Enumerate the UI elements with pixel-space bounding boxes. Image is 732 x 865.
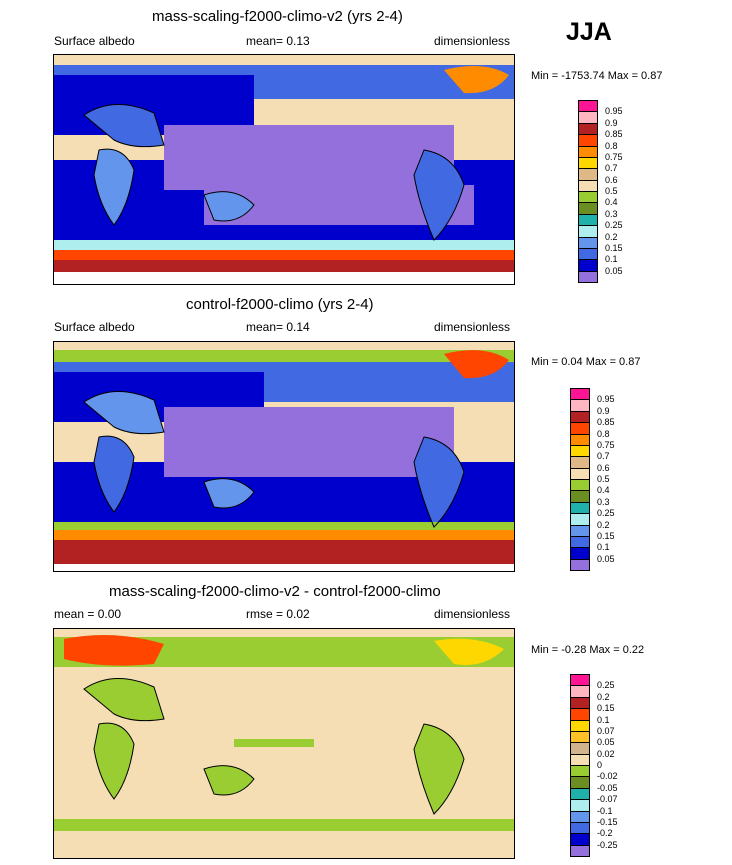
colorbar-level-label: 0.95 (605, 106, 623, 117)
colorbar-level-label: 0.2 (605, 231, 618, 242)
panel2-title: control-f2000-climo (yrs 2-4) (186, 296, 374, 313)
colorbar-level-label: 0.15 (605, 242, 623, 253)
colorbar-level-label: 0.4 (597, 485, 610, 496)
colorbar-level-label: 0.75 (605, 151, 623, 162)
colorbar-level-label: 0.6 (597, 462, 610, 473)
colorbar-level-label: 0.25 (605, 220, 623, 231)
colorbar-level-label: 0.05 (605, 265, 623, 276)
panel1-map (53, 54, 515, 285)
panel1-colorbar: 0.95 0.9 0.85 0.8 0.75 0.7 0.6 0.5 0.4 0.3 0.25 0.2… (578, 100, 698, 283)
colorbar-level-label: 0.6 (605, 174, 618, 185)
colorbar-level-label: 0.25 (597, 680, 615, 691)
colorbar-level-label: -0.15 (597, 816, 618, 827)
panel1-mean-label: mean= 0.13 (246, 34, 310, 48)
colorbar-level-label: 0.8 (597, 428, 610, 439)
colorbar-level-label: 0.4 (605, 197, 618, 208)
colorbar-level-label: 0.02 (597, 748, 615, 759)
panel2-map (53, 341, 515, 572)
colorbar-level-label: 0.25 (597, 508, 615, 519)
colorbar-level-label: -0.02 (597, 771, 618, 782)
colorbar-level-label: 0.75 (597, 439, 615, 450)
colorbar-level-label: 0.1 (597, 714, 610, 725)
colorbar-level-label: -0.1 (597, 805, 613, 816)
colorbar-level-label: 0.2 (597, 691, 610, 702)
panel3-minmax: Min = -0.28 Max = 0.22 (531, 644, 645, 656)
colorbar-level-label: 0.3 (605, 208, 618, 219)
colorbar-swatch (570, 844, 590, 857)
panel3-map (53, 628, 515, 859)
panel2-variable-label: Surface albedo (54, 320, 135, 334)
panel2-minmax: Min = 0.04 Max = 0.87 (531, 356, 641, 368)
colorbar-level-label: 0.15 (597, 530, 615, 541)
panel1-title: mass-scaling-f2000-climo-v2 (yrs 2-4) (152, 8, 403, 25)
colorbar-swatch (570, 558, 590, 571)
season-label: JJA (566, 18, 612, 46)
colorbar-level-label: 0.05 (597, 737, 615, 748)
panel1-minmax: Min = -1753.74 Max = 0.87 (531, 70, 663, 82)
colorbar-level-label: 0.1 (605, 254, 618, 265)
colorbar-level-label: 0.7 (605, 163, 618, 174)
colorbar-level-label: -0.07 (597, 794, 618, 805)
colorbar-level-label: 0.3 (597, 496, 610, 507)
colorbar-level-label: 0.9 (597, 405, 610, 416)
colorbar-level-label: 0.85 (605, 129, 623, 140)
colorbar-level-label: 0.95 (597, 394, 615, 405)
colorbar-swatch (578, 270, 598, 283)
colorbar-level-label: -0.05 (597, 782, 618, 793)
colorbar-level-label: 0.7 (597, 451, 610, 462)
colorbar-level-label: 0.5 (597, 474, 610, 484)
colorbar-level-label: 0.5 (605, 186, 618, 196)
colorbar-level-label: -0.2 (597, 828, 613, 839)
colorbar-level-label: -0.25 (597, 839, 618, 850)
colorbar-level-label: 0.05 (597, 553, 615, 564)
colorbar-level-label: 0.2 (597, 519, 610, 530)
panel2-colorbar: 0.95 0.9 0.85 0.8 0.75 0.7 0.6 0.5 0.4 0.3 0.25 0.2… (570, 388, 690, 571)
colorbar-level-label: 0.8 (605, 140, 618, 151)
panel2-mean-label: mean= 0.14 (246, 320, 310, 334)
panel3-title: mass-scaling-f2000-climo-v2 - control-f2… (109, 583, 441, 600)
panel3-colorbar: 0.25 0.2 0.15 0.1 0.07 0.05 0.02 0 -0.02 -0.05 -0.… (570, 674, 690, 857)
panel3-units-label: dimensionless (434, 607, 511, 621)
panel1-variable-label: Surface albedo (54, 34, 135, 48)
colorbar-level-label: 0.85 (597, 417, 615, 428)
panel3-rmse-label: rmse = 0.02 (246, 607, 310, 621)
colorbar-level-label: 0.9 (605, 117, 618, 128)
colorbar-level-label: 0.15 (597, 703, 615, 714)
colorbar-level-label: 0.1 (597, 542, 610, 553)
panel2-units-label: dimensionless (434, 320, 511, 334)
colorbar-level-label: 0 (597, 760, 603, 770)
panel3-mean-label: mean = 0.00 (54, 607, 122, 621)
colorbar-level-label: 0.07 (597, 725, 615, 736)
panel1-units-label: dimensionless (434, 34, 511, 48)
